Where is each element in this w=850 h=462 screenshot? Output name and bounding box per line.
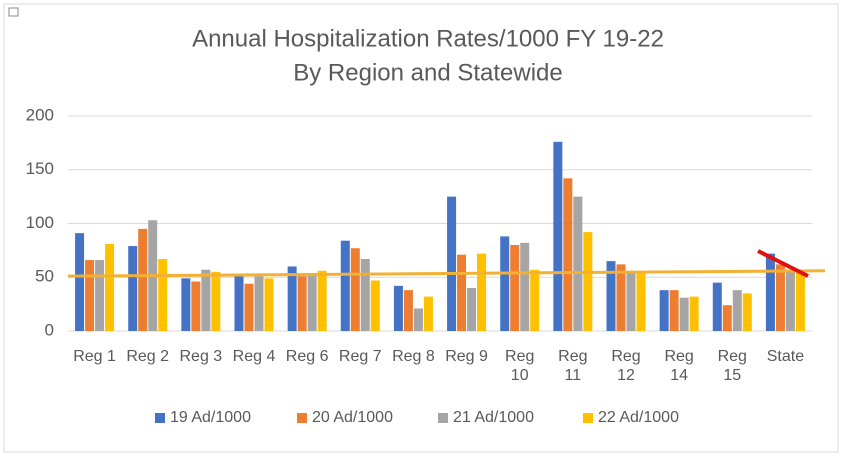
bar bbox=[423, 296, 433, 331]
bar bbox=[712, 282, 722, 331]
annotation-arrow bbox=[757, 249, 809, 278]
x-tick-label: Reg 4 bbox=[232, 348, 276, 365]
x-tick-label: Reg 14 bbox=[664, 348, 694, 384]
bar bbox=[457, 254, 467, 331]
bar bbox=[264, 278, 274, 331]
bar bbox=[742, 293, 752, 331]
legend-swatch bbox=[297, 413, 307, 423]
bar bbox=[477, 253, 487, 331]
icon bbox=[8, 7, 19, 17]
x-tick-label: Reg 2 bbox=[126, 348, 170, 365]
bar bbox=[616, 264, 626, 331]
bar bbox=[181, 278, 191, 331]
x-tick-label: Reg 1 bbox=[73, 348, 116, 365]
bar bbox=[775, 264, 785, 331]
chart-frame bbox=[3, 3, 839, 453]
bar bbox=[340, 240, 350, 331]
bar bbox=[659, 290, 669, 331]
bar bbox=[795, 271, 805, 331]
bar bbox=[689, 296, 699, 331]
x-tick-label: Reg 8 bbox=[392, 348, 435, 365]
x-tick-label: Reg 12 bbox=[611, 348, 641, 384]
y-tick-label: 200 bbox=[26, 105, 54, 124]
bar bbox=[85, 260, 95, 331]
x-tick-label: Reg 3 bbox=[179, 348, 223, 365]
bar bbox=[583, 232, 593, 331]
bar bbox=[679, 297, 689, 331]
legend-label: 20 Ad/1000 bbox=[312, 409, 393, 426]
legend-label: 21 Ad/1000 bbox=[453, 409, 534, 426]
bar bbox=[211, 271, 221, 331]
bar bbox=[138, 228, 148, 331]
bar bbox=[510, 245, 520, 331]
x-tick-label: Reg 6 bbox=[285, 348, 329, 365]
bar bbox=[606, 261, 616, 331]
bar bbox=[785, 269, 795, 331]
bar bbox=[765, 253, 775, 331]
bar bbox=[95, 260, 105, 331]
x-tick-label: Reg 9 bbox=[445, 348, 488, 365]
bar bbox=[626, 271, 636, 331]
y-tick-label: 50 bbox=[35, 267, 54, 286]
bar bbox=[563, 178, 573, 331]
chart-title: Annual Hospitalization Rates/1000 FY 19-… bbox=[192, 25, 664, 52]
bar bbox=[75, 233, 85, 331]
bar bbox=[732, 290, 742, 331]
trend-line bbox=[67, 269, 826, 278]
bar bbox=[201, 269, 211, 331]
bar bbox=[636, 271, 646, 331]
bar bbox=[370, 280, 380, 331]
bar bbox=[191, 281, 201, 331]
bar bbox=[669, 290, 679, 331]
bar bbox=[287, 266, 297, 331]
bar bbox=[413, 308, 423, 331]
bar bbox=[530, 269, 540, 331]
bar bbox=[105, 243, 115, 331]
legend-swatch bbox=[438, 413, 448, 423]
legend-label: 22 Ad/1000 bbox=[598, 409, 679, 426]
bar bbox=[317, 270, 327, 331]
y-tick-label: 100 bbox=[26, 213, 54, 232]
bar bbox=[520, 242, 530, 331]
bar bbox=[360, 258, 370, 331]
bar bbox=[500, 236, 510, 331]
chart-subtitle: By Region and Statewide bbox=[293, 59, 563, 86]
x-tick-label: Reg 15 bbox=[717, 348, 747, 384]
bar bbox=[573, 196, 583, 331]
x-tick-label: Reg 11 bbox=[558, 348, 588, 384]
bar bbox=[254, 276, 264, 331]
bar bbox=[403, 290, 413, 331]
x-tick-label: Reg 7 bbox=[338, 348, 382, 365]
bar bbox=[447, 196, 457, 331]
x-tick-label: Reg 10 bbox=[505, 348, 535, 384]
bar bbox=[297, 276, 307, 331]
bar bbox=[350, 248, 360, 331]
bar bbox=[553, 141, 563, 331]
legend-label: 19 Ad/1000 bbox=[170, 409, 251, 426]
y-tick-label: 0 bbox=[45, 320, 54, 339]
bar bbox=[244, 283, 254, 331]
legend-swatch bbox=[583, 413, 593, 423]
y-tick-label: 150 bbox=[26, 159, 54, 178]
bar bbox=[393, 285, 403, 331]
bar bbox=[722, 305, 732, 331]
x-tick-label: State bbox=[766, 348, 805, 365]
bar bbox=[467, 288, 477, 331]
bar bbox=[234, 276, 244, 331]
bar bbox=[128, 246, 138, 331]
bar bbox=[307, 274, 317, 331]
legend-swatch bbox=[155, 413, 165, 423]
bar bbox=[158, 258, 168, 331]
